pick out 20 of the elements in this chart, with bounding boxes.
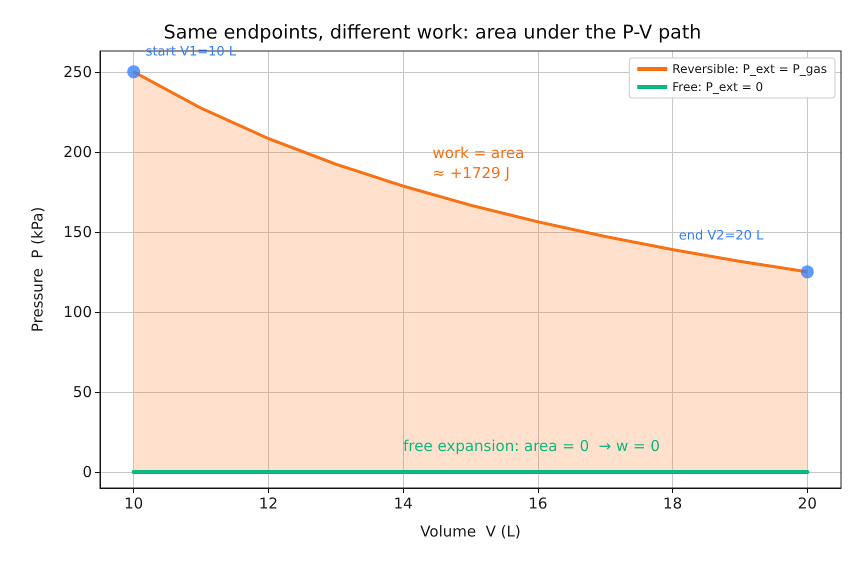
x-tick-label: 14 bbox=[394, 494, 413, 512]
x-tick-label: 16 bbox=[528, 494, 548, 512]
x-tick-label: 20 bbox=[798, 494, 817, 512]
y-tick-label: 0 bbox=[82, 462, 92, 481]
y-tick-label: 150 bbox=[63, 222, 92, 241]
y-tick-label: 100 bbox=[63, 302, 92, 321]
annotation: free expansion: area = 0 → w = 0 bbox=[403, 436, 660, 455]
y-tick-label: 50 bbox=[72, 382, 92, 401]
x-tick-label: 12 bbox=[258, 494, 278, 512]
chart-title: Same endpoints, different work: area under the P-V path bbox=[164, 22, 702, 44]
x-axis-title: Volume V (L) bbox=[420, 522, 521, 540]
y-axis-title: Pressure P (kPa) bbox=[28, 206, 46, 332]
legend-label: Reversible: P_ext = P_gas bbox=[672, 62, 827, 76]
y-tick-label: 200 bbox=[63, 142, 92, 161]
annotation: work = area ≈ +1729 J bbox=[432, 144, 524, 182]
annotation: end V2=20 L bbox=[678, 228, 764, 244]
x-tick-label: 10 bbox=[124, 494, 144, 512]
y-tick-label: 250 bbox=[63, 62, 92, 81]
legend-label: Free: P_ext = 0 bbox=[672, 80, 764, 94]
x-tick-label: 18 bbox=[663, 494, 682, 512]
